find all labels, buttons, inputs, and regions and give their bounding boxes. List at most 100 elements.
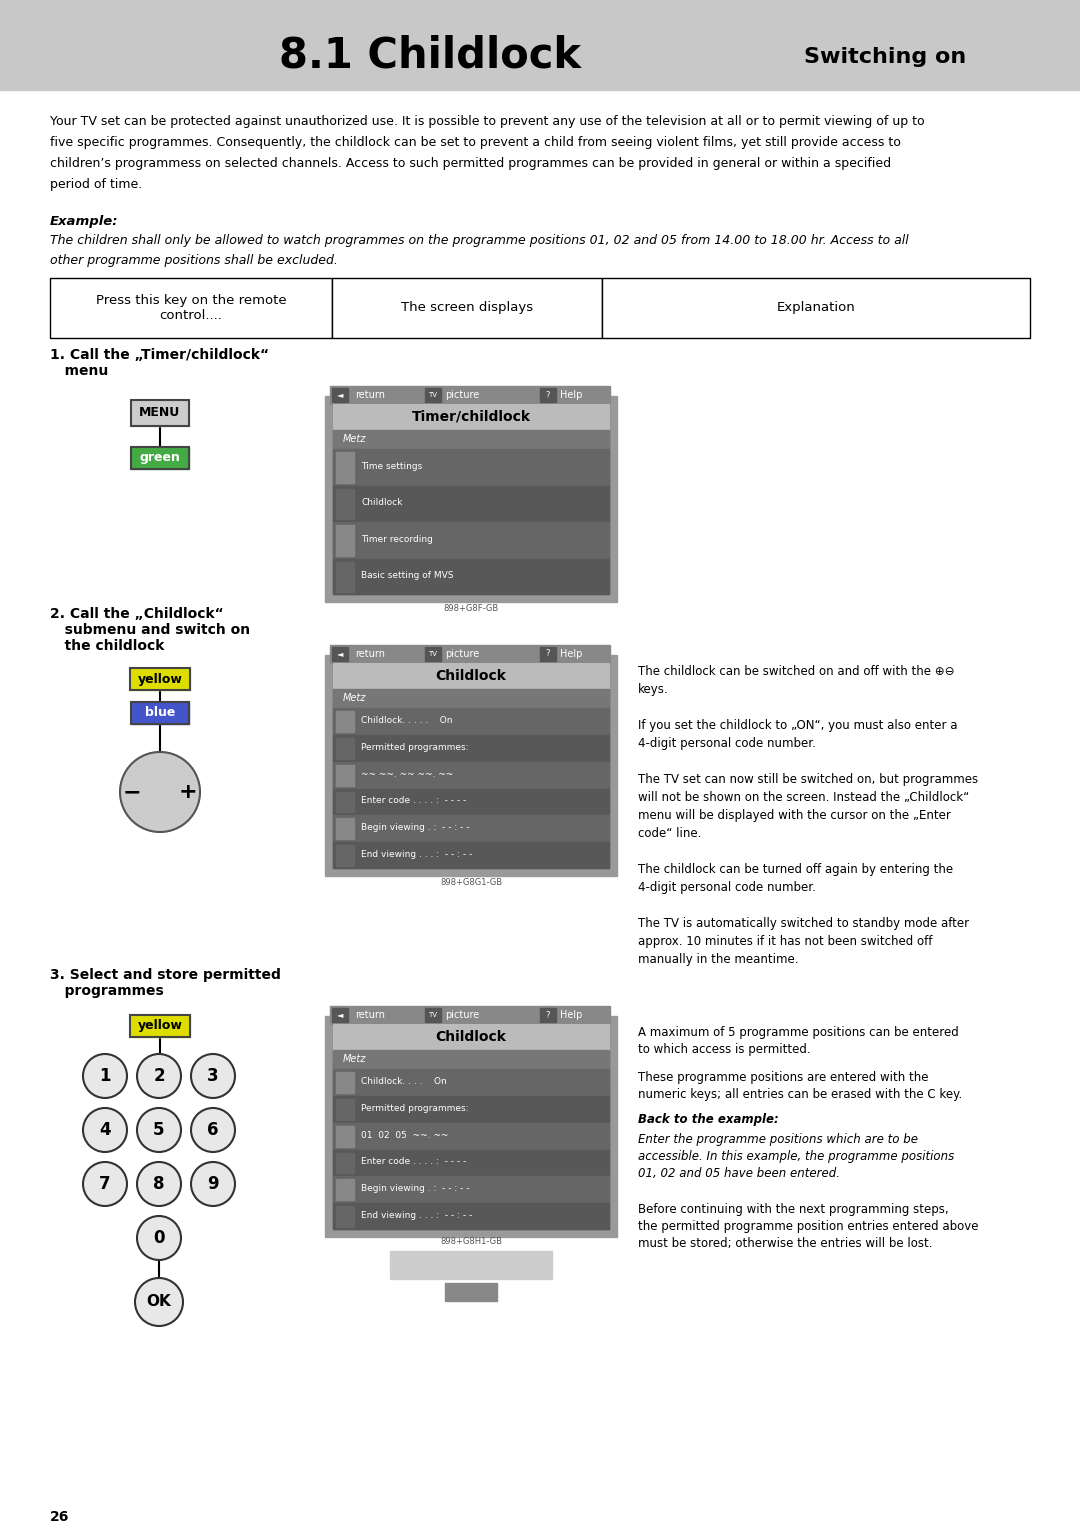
Bar — [131, 448, 189, 469]
Text: 8: 8 — [153, 1175, 165, 1193]
Bar — [333, 663, 609, 868]
Circle shape — [191, 1054, 235, 1099]
Text: 898+G8G1-GB: 898+G8G1-GB — [440, 879, 502, 886]
Text: Timer recording: Timer recording — [361, 535, 433, 544]
Text: period of time.: period of time. — [50, 177, 143, 191]
Text: Basic setting of MVS: Basic setting of MVS — [361, 571, 454, 581]
Text: Back to the example:: Back to the example: — [638, 1112, 779, 1126]
Bar — [333, 559, 609, 594]
Bar — [333, 1123, 609, 1149]
Text: −: − — [123, 782, 141, 802]
Bar — [131, 701, 189, 724]
Text: picture: picture — [445, 1010, 480, 1021]
Bar — [130, 1015, 190, 1038]
Text: keys.: keys. — [638, 683, 669, 695]
Text: 1: 1 — [99, 1067, 111, 1085]
Bar — [325, 656, 617, 876]
Circle shape — [120, 752, 200, 833]
Bar — [333, 663, 609, 689]
Circle shape — [137, 1216, 181, 1261]
Text: yellow: yellow — [137, 1019, 183, 1033]
Text: 3. Select and store permitted
   programmes: 3. Select and store permitted programmes — [50, 969, 281, 998]
Text: 2. Call the „Childlock“
   submenu and switch on
   the childlock: 2. Call the „Childlock“ submenu and swit… — [50, 607, 251, 654]
Bar — [333, 842, 609, 868]
Bar — [336, 711, 354, 732]
Bar — [336, 489, 354, 520]
Text: picture: picture — [445, 390, 480, 400]
Text: These programme positions are entered with the: These programme positions are entered wi… — [638, 1071, 929, 1083]
Text: Begin viewing . :  - - : - -: Begin viewing . : - - : - - — [361, 824, 470, 833]
Bar — [336, 792, 354, 813]
Bar — [0, 0, 1080, 90]
Bar — [336, 1099, 354, 1120]
Bar — [130, 668, 190, 691]
Bar — [336, 1126, 354, 1146]
Text: The children shall only be allowed to watch programmes on the programme position: The children shall only be allowed to wa… — [50, 234, 908, 248]
Text: yellow: yellow — [137, 672, 183, 686]
Bar — [330, 387, 610, 403]
Text: Enter code . . . . :  - - - -: Enter code . . . . : - - - - — [361, 1157, 467, 1166]
Bar — [333, 689, 609, 707]
Text: 4: 4 — [99, 1122, 111, 1138]
Bar — [540, 646, 556, 662]
Text: 898+G8F-GB: 898+G8F-GB — [444, 604, 499, 613]
Text: Permitted programmes:: Permitted programmes: — [361, 1103, 469, 1112]
Circle shape — [191, 1108, 235, 1152]
Bar — [336, 738, 354, 759]
Bar — [333, 486, 609, 521]
Text: other programme positions shall be excluded.: other programme positions shall be exclu… — [50, 254, 338, 267]
Bar — [333, 403, 609, 429]
Text: Childlock: Childlock — [435, 1030, 507, 1044]
Text: 1. Call the „Timer/childlock“
   menu: 1. Call the „Timer/childlock“ menu — [50, 348, 269, 379]
Bar — [336, 819, 354, 839]
Bar — [130, 668, 190, 691]
Text: Help: Help — [561, 1010, 582, 1021]
Circle shape — [137, 1161, 181, 1206]
Bar — [336, 764, 354, 785]
Text: must be stored; otherwise the entries will be lost.: must be stored; otherwise the entries wi… — [638, 1238, 932, 1250]
Bar — [333, 1070, 609, 1096]
Text: Example:: Example: — [50, 215, 119, 228]
Text: will not be shown on the screen. Instead the „Childlock“: will not be shown on the screen. Instead… — [638, 792, 969, 804]
Text: The childlock can be switched on and off with the ⊕⊖: The childlock can be switched on and off… — [638, 665, 955, 678]
Text: +: + — [178, 782, 198, 802]
Text: Your TV set can be protected against unauthorized use. It is possible to prevent: Your TV set can be protected against una… — [50, 115, 924, 128]
Circle shape — [135, 1277, 183, 1326]
Text: End viewing . . . :  - - : - -: End viewing . . . : - - : - - — [361, 850, 472, 859]
Bar — [325, 1016, 617, 1238]
Text: 5: 5 — [153, 1122, 165, 1138]
Text: 3: 3 — [207, 1067, 219, 1085]
Bar — [336, 561, 354, 591]
Text: 26: 26 — [50, 1510, 69, 1523]
Bar — [333, 788, 609, 814]
Text: ~~ ~~. ~~ ~~. ~~: ~~ ~~. ~~ ~~. ~~ — [361, 770, 454, 779]
Bar — [333, 761, 609, 787]
Text: ?: ? — [545, 1010, 550, 1019]
Circle shape — [137, 1108, 181, 1152]
Bar — [426, 646, 441, 662]
Text: ?: ? — [545, 391, 550, 399]
Text: Press this key on the remote
control....: Press this key on the remote control.... — [96, 293, 286, 322]
Text: Help: Help — [561, 649, 582, 659]
Text: code“ line.: code“ line. — [638, 827, 701, 840]
Text: Switching on: Switching on — [804, 47, 967, 67]
Text: ?: ? — [545, 649, 550, 659]
Text: 9: 9 — [207, 1175, 219, 1193]
Bar — [540, 1008, 556, 1022]
Text: Childlock. . . . .    On: Childlock. . . . . On — [361, 717, 453, 724]
Text: Metz: Metz — [343, 1054, 366, 1063]
Text: If you set the childlock to „ON“, you must also enter a: If you set the childlock to „ON“, you mu… — [638, 720, 958, 732]
Bar — [333, 1050, 609, 1068]
Text: Enter the programme positions which are to be: Enter the programme positions which are … — [638, 1132, 918, 1146]
Bar — [333, 403, 609, 594]
Bar — [330, 645, 610, 663]
Bar — [426, 1008, 441, 1022]
Text: blue: blue — [145, 706, 175, 720]
Bar — [333, 816, 609, 842]
Bar — [333, 1024, 609, 1229]
Text: Explanation: Explanation — [777, 301, 855, 315]
Bar — [336, 1073, 354, 1093]
Bar — [333, 1177, 609, 1203]
Text: Timer/childlock: Timer/childlock — [411, 410, 530, 423]
Text: return: return — [355, 649, 384, 659]
